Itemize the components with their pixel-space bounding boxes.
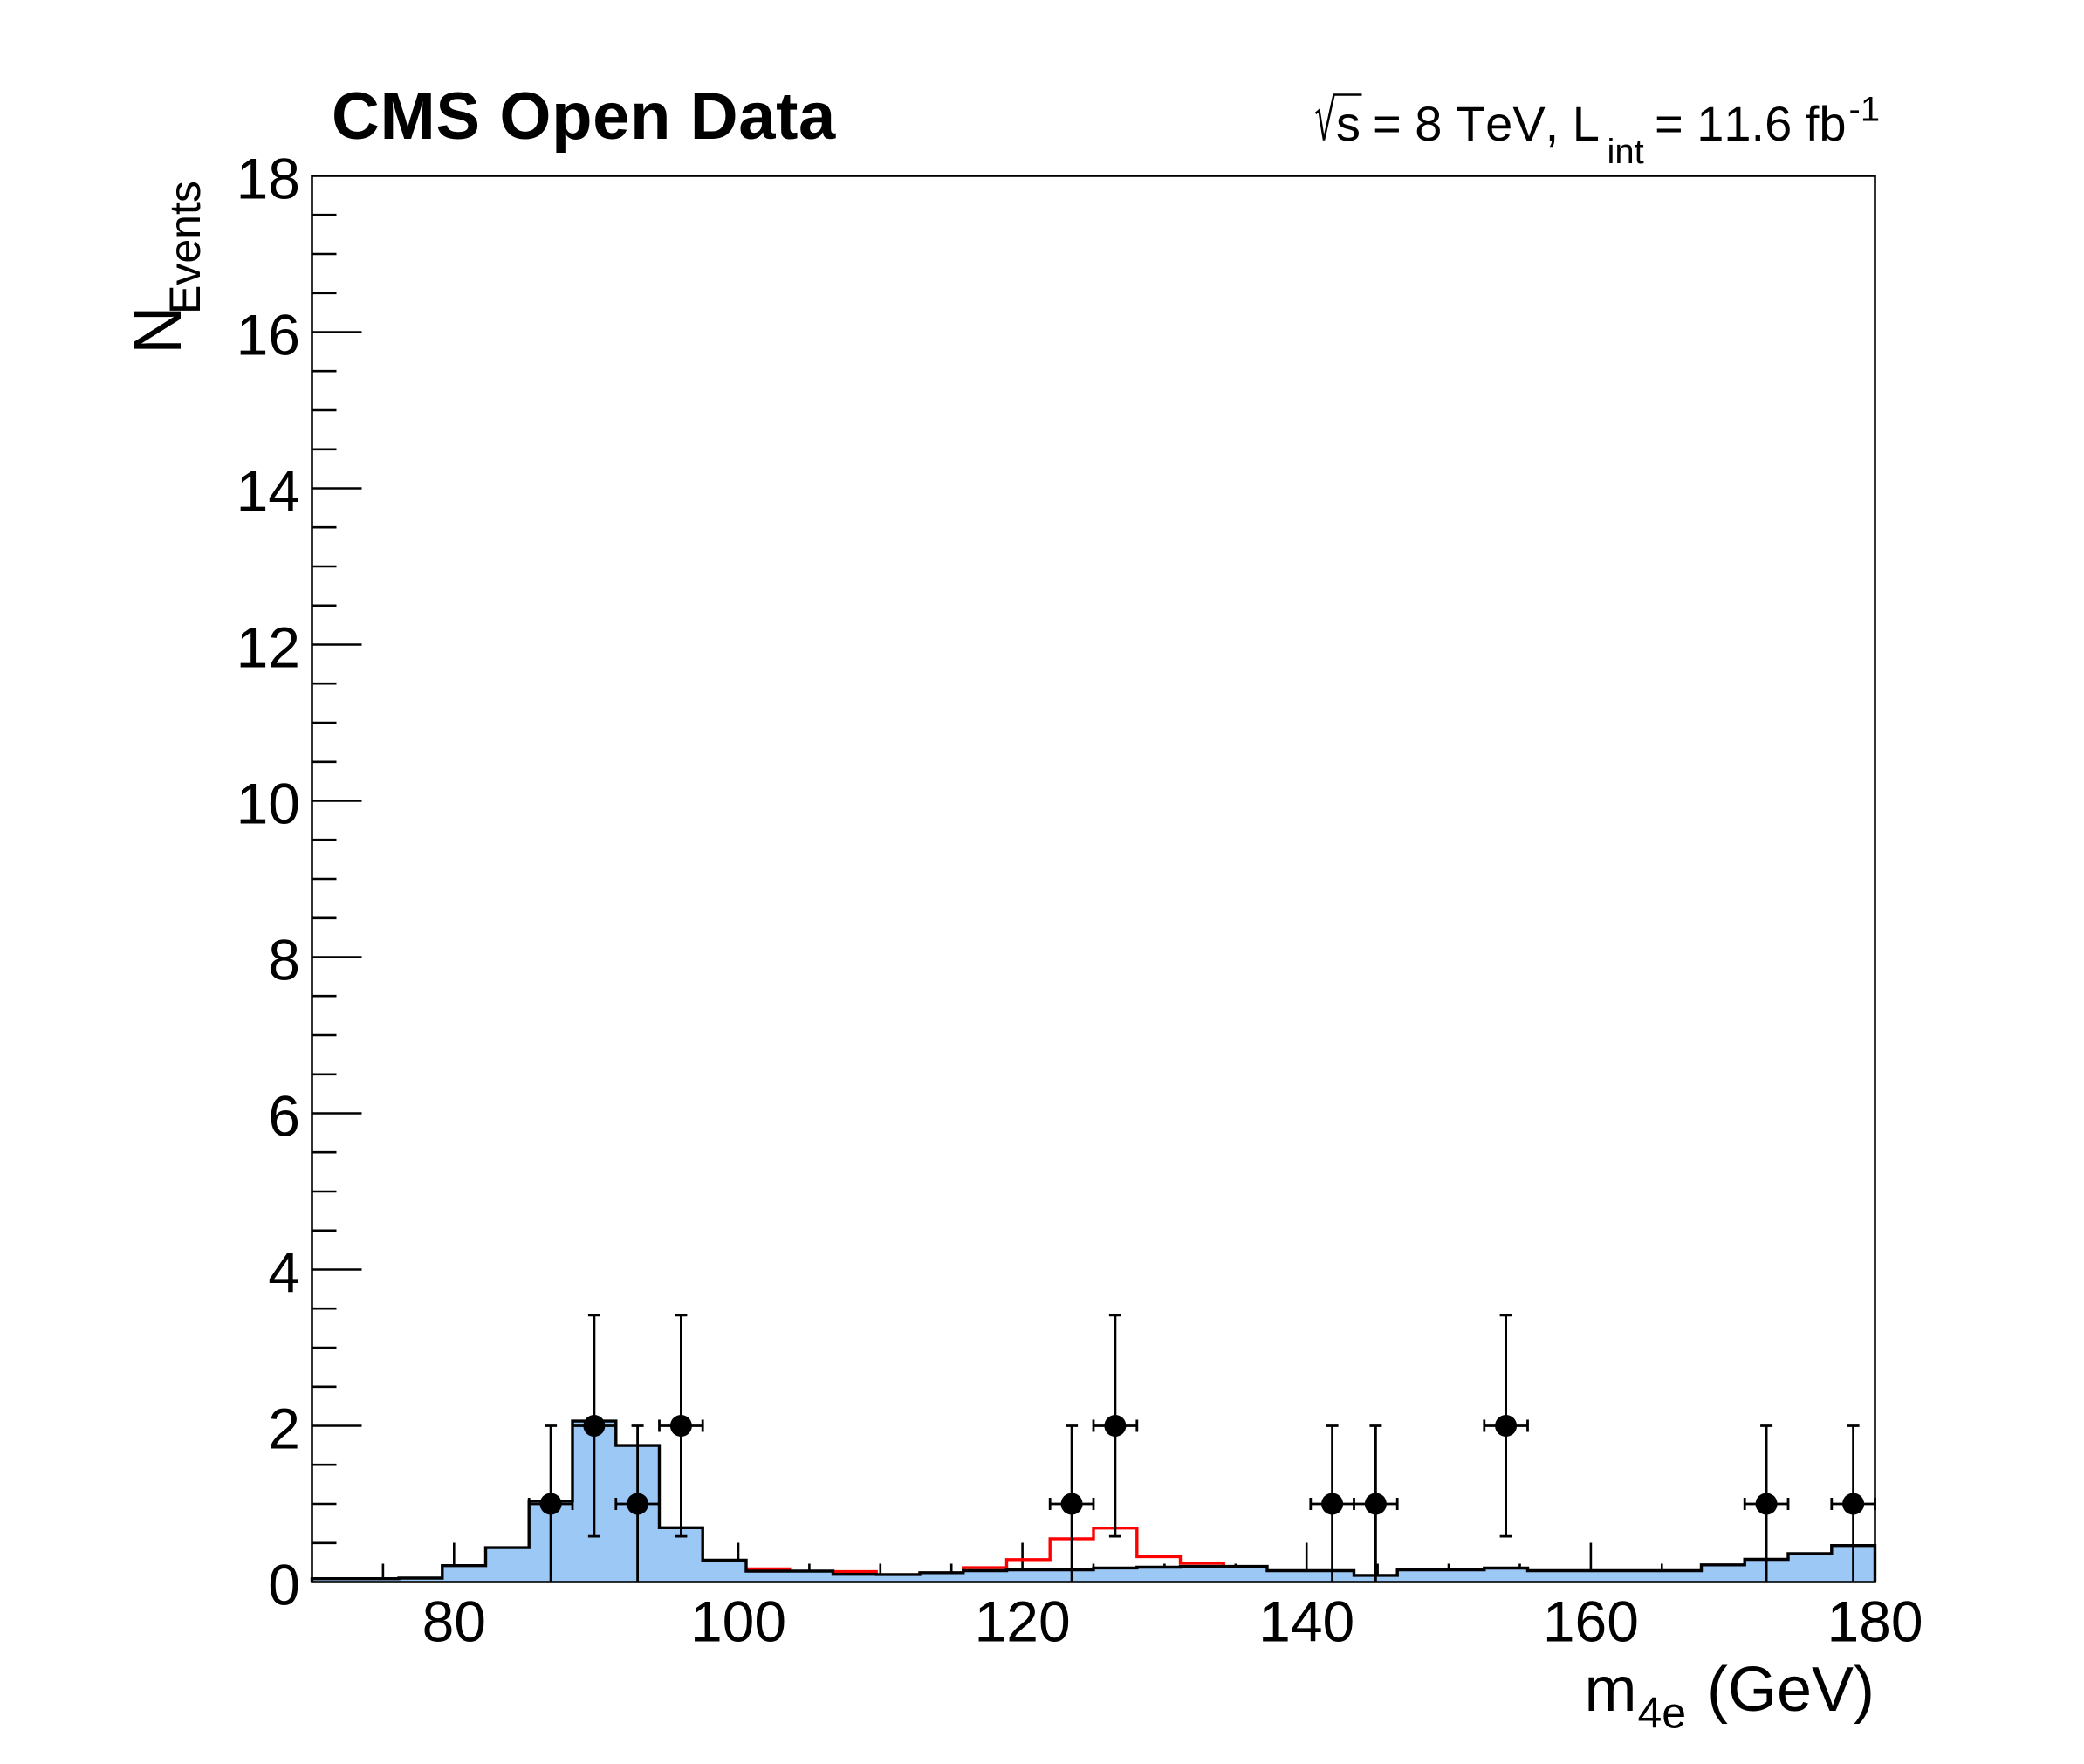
svg-text:N: N — [120, 305, 195, 354]
svg-text:16: 16 — [237, 303, 300, 367]
svg-text:Events: Events — [161, 181, 209, 314]
svg-text:-1: -1 — [1849, 91, 1881, 129]
svg-text:140: 140 — [1258, 1589, 1354, 1654]
svg-text:14: 14 — [237, 459, 300, 524]
svg-text:120: 120 — [975, 1589, 1071, 1654]
svg-text:m: m — [1585, 1655, 1637, 1725]
svg-text:100: 100 — [690, 1589, 786, 1654]
svg-text:4e: 4e — [1638, 1689, 1687, 1738]
svg-text:18: 18 — [237, 147, 300, 211]
svg-text:(GeV): (GeV) — [1707, 1655, 1875, 1725]
svg-text:= 8 TeV, L: = 8 TeV, L — [1373, 96, 1600, 151]
svg-text:2: 2 — [268, 1397, 300, 1461]
svg-text:s: s — [1336, 96, 1361, 151]
svg-text:8: 8 — [268, 928, 300, 992]
svg-text:4: 4 — [268, 1240, 300, 1305]
svg-text:160: 160 — [1543, 1589, 1639, 1654]
svg-text:= 11.6 fb: = 11.6 fb — [1655, 96, 1847, 151]
svg-text:80: 80 — [422, 1589, 486, 1654]
svg-text:6: 6 — [268, 1084, 300, 1149]
svg-text:int: int — [1608, 133, 1644, 171]
svg-text:10: 10 — [237, 772, 300, 836]
svg-text:180: 180 — [1827, 1589, 1923, 1654]
svg-text:0: 0 — [268, 1553, 300, 1617]
svg-text:12: 12 — [237, 615, 300, 680]
svg-text:CMS Open Data: CMS Open Data — [332, 79, 836, 154]
